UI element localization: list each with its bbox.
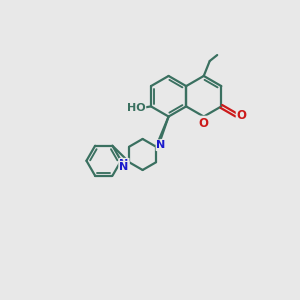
Text: N: N (119, 159, 129, 169)
Text: O: O (199, 117, 209, 130)
Text: N: N (119, 162, 129, 172)
Text: HO: HO (127, 103, 146, 113)
Text: O: O (237, 109, 247, 122)
Text: N: N (157, 140, 166, 150)
